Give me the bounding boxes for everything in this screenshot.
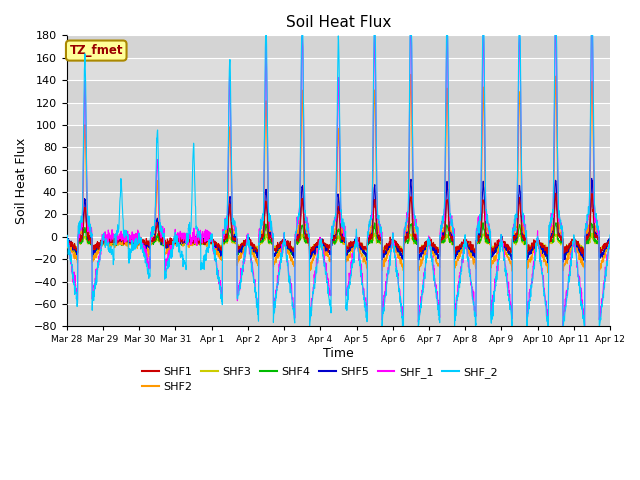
SHF1: [366, 236, 374, 242]
SHF_1: [63, 239, 70, 244]
SHF4: [354, 241, 362, 247]
SHF1: [559, 237, 566, 242]
SHF3: [497, 242, 504, 248]
Legend: SHF1, SHF2, SHF3, SHF4, SHF5, SHF_1, SHF_2: SHF1, SHF2, SHF3, SHF4, SHF5, SHF_1, SHF…: [138, 362, 502, 396]
SHF3: [588, 230, 596, 236]
SHF1: [496, 240, 504, 246]
SHF2: [606, 245, 614, 251]
Title: Soil Heat Flux: Soil Heat Flux: [285, 15, 391, 30]
SHF2: [559, 238, 566, 243]
X-axis label: Time: Time: [323, 347, 354, 360]
SHF5: [588, 176, 596, 181]
SHF1: [354, 242, 362, 248]
SHF5: [544, 260, 552, 266]
Line: SHF5: SHF5: [67, 179, 610, 263]
SHF_2: [355, 249, 362, 254]
SHF_2: [606, 232, 614, 238]
SHF4: [606, 240, 614, 246]
SHF_1: [298, 33, 306, 38]
SHF3: [214, 242, 222, 248]
SHF_1: [574, 263, 582, 268]
SHF_2: [367, 216, 374, 222]
SHF5: [559, 238, 566, 243]
SHF1: [214, 240, 222, 246]
SHF_2: [574, 265, 582, 271]
SHF_2: [63, 238, 70, 243]
SHF_2: [559, 236, 566, 242]
SHF5: [606, 236, 614, 241]
SHF3: [366, 240, 374, 245]
SHF_1: [559, 233, 566, 239]
SHF_2: [262, 33, 269, 38]
Bar: [67, 170, 610, 192]
SHF2: [407, 72, 415, 77]
SHF5: [354, 237, 362, 242]
Bar: [67, 215, 610, 237]
SHF1: [580, 253, 588, 259]
SHF4: [573, 244, 581, 250]
SHF3: [573, 243, 581, 249]
SHF4: [63, 235, 70, 241]
SHF5: [573, 243, 581, 249]
Bar: [67, 36, 610, 58]
SHF4: [581, 259, 589, 264]
SHF_1: [214, 268, 222, 274]
SHF1: [63, 237, 70, 243]
SHF2: [574, 245, 582, 251]
SHF1: [573, 242, 581, 248]
SHF5: [496, 238, 504, 244]
SHF_1: [497, 236, 504, 242]
Bar: [67, 304, 610, 326]
SHF4: [366, 240, 374, 246]
SHF2: [214, 253, 222, 259]
Line: SHF4: SHF4: [67, 223, 610, 262]
SHF2: [354, 240, 362, 246]
Text: TZ_fmet: TZ_fmet: [70, 44, 123, 57]
SHF_2: [306, 324, 314, 329]
SHF4: [497, 240, 504, 246]
SHF2: [544, 270, 552, 276]
SHF_1: [355, 249, 362, 254]
SHF5: [214, 248, 222, 253]
Y-axis label: Soil Heat Flux: Soil Heat Flux: [15, 138, 28, 224]
SHF3: [63, 240, 70, 245]
SHF_2: [497, 243, 504, 249]
SHF_1: [366, 218, 374, 224]
Bar: [67, 80, 610, 103]
SHF4: [214, 248, 222, 253]
SHF5: [63, 237, 70, 242]
Line: SHF1: SHF1: [67, 193, 610, 256]
Bar: [67, 125, 610, 147]
SHF_1: [606, 235, 614, 240]
SHF3: [415, 250, 422, 256]
SHF3: [354, 241, 362, 247]
Line: SHF3: SHF3: [67, 233, 610, 253]
Line: SHF2: SHF2: [67, 74, 610, 273]
SHF4: [479, 220, 487, 226]
SHF2: [497, 245, 504, 251]
SHF2: [63, 242, 70, 248]
SHF3: [606, 239, 614, 244]
SHF_1: [559, 324, 567, 329]
SHF4: [559, 240, 566, 246]
SHF_2: [214, 274, 222, 280]
SHF1: [552, 190, 559, 196]
SHF3: [559, 241, 566, 247]
SHF5: [366, 232, 374, 238]
Bar: [67, 259, 610, 282]
SHF2: [366, 234, 374, 240]
Line: SHF_1: SHF_1: [67, 36, 610, 326]
SHF1: [606, 237, 614, 243]
Line: SHF_2: SHF_2: [67, 36, 610, 326]
